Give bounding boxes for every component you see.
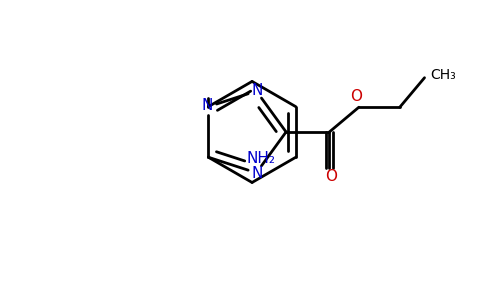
Text: O: O [350, 89, 363, 104]
Text: N: N [252, 166, 263, 181]
Text: CH₃: CH₃ [430, 68, 455, 82]
Text: O: O [325, 169, 337, 184]
Text: N: N [252, 82, 263, 98]
Text: N: N [201, 98, 212, 113]
Text: NH₂: NH₂ [247, 151, 275, 166]
